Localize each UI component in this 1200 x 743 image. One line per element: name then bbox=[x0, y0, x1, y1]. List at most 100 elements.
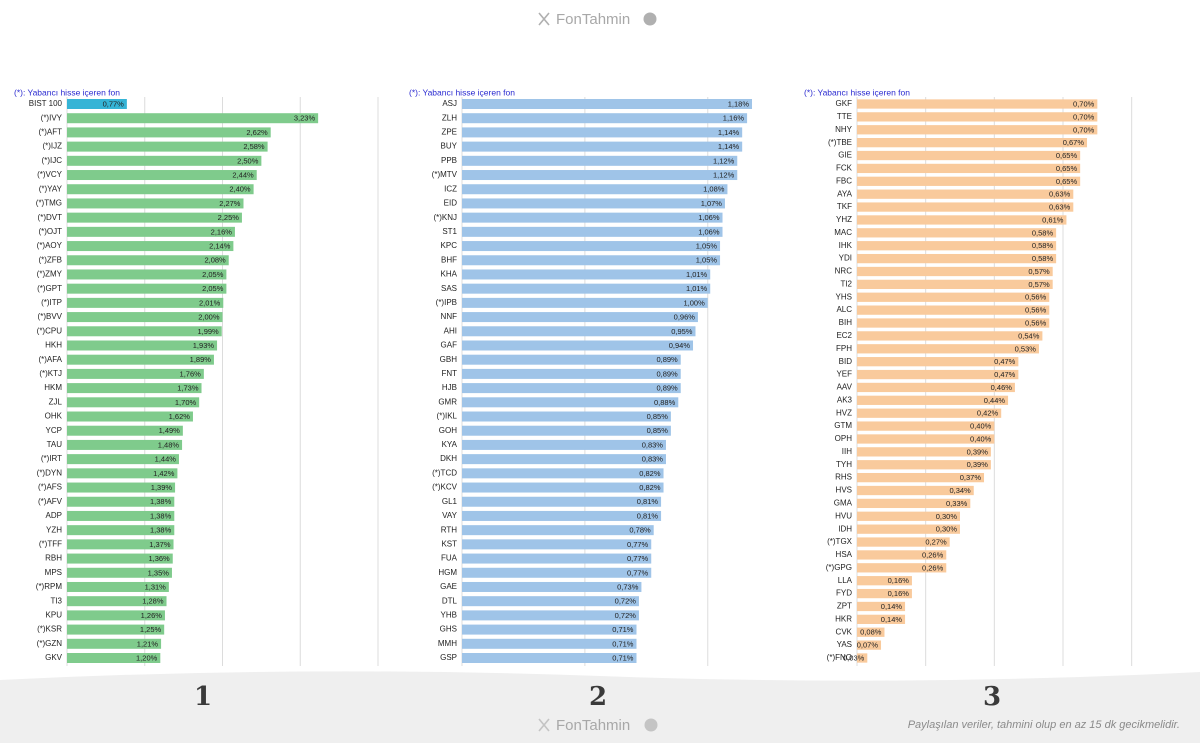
category-label: GKV bbox=[45, 653, 63, 662]
bar bbox=[462, 468, 664, 479]
category-label: (*)KNJ bbox=[433, 213, 457, 222]
bar bbox=[462, 439, 666, 450]
category-label: TI3 bbox=[50, 596, 62, 605]
bar bbox=[857, 563, 947, 573]
value-label: 0,54% bbox=[1018, 331, 1040, 340]
value-label: 0,39% bbox=[967, 460, 989, 469]
value-label: 0,81% bbox=[637, 497, 659, 506]
value-label: 1,05% bbox=[696, 242, 718, 251]
value-label: 0,40% bbox=[970, 422, 992, 431]
category-label: HKR bbox=[835, 614, 852, 623]
category-label: GMR bbox=[438, 397, 457, 406]
bar bbox=[462, 368, 681, 379]
value-label: 0,26% bbox=[922, 550, 944, 559]
value-label: 0,73% bbox=[617, 582, 639, 591]
value-label: 0,70% bbox=[1073, 99, 1095, 108]
value-label: 0,53% bbox=[1015, 344, 1037, 353]
bar bbox=[857, 266, 1053, 277]
value-label: 1,12% bbox=[713, 171, 735, 180]
bar bbox=[857, 202, 1074, 212]
bar bbox=[462, 425, 671, 436]
value-label: 1,14% bbox=[718, 128, 740, 137]
category-label: (*)FNO bbox=[827, 653, 852, 662]
bar bbox=[462, 297, 708, 308]
value-label: 0,77% bbox=[627, 568, 649, 577]
value-label: 0,89% bbox=[656, 355, 678, 364]
value-label: 2,25% bbox=[218, 213, 240, 222]
value-label: 2,08% bbox=[204, 256, 226, 265]
category-label: TI2 bbox=[840, 279, 852, 288]
bar bbox=[67, 212, 242, 223]
bar bbox=[67, 567, 172, 578]
bar bbox=[67, 439, 183, 450]
value-label: 1,25% bbox=[140, 625, 162, 634]
header-logo bbox=[538, 12, 550, 26]
category-label: (*)TGX bbox=[827, 537, 853, 546]
category-label: IDH bbox=[838, 524, 852, 533]
category-label: GKF bbox=[836, 99, 853, 108]
bar bbox=[857, 382, 1015, 393]
bar bbox=[462, 553, 652, 564]
value-label: 0,58% bbox=[1032, 228, 1054, 237]
category-label: ZLH bbox=[442, 113, 457, 122]
category-label: (*)GPT bbox=[37, 284, 62, 293]
value-label: 0,77% bbox=[627, 554, 649, 563]
value-label: 2,27% bbox=[219, 199, 241, 208]
value-label: 0,58% bbox=[1032, 254, 1054, 263]
value-label: 0,34% bbox=[949, 486, 971, 495]
note: (*): Yabancı hisse içeren fon bbox=[409, 87, 515, 97]
bar bbox=[462, 255, 721, 266]
category-label: (*)IJC bbox=[42, 156, 63, 165]
bar bbox=[67, 482, 176, 493]
bar bbox=[462, 610, 639, 621]
bar bbox=[67, 553, 173, 564]
value-label: 0,88% bbox=[654, 398, 676, 407]
bar bbox=[857, 99, 1098, 109]
category-label: (*)YAY bbox=[39, 184, 63, 193]
bar bbox=[857, 498, 971, 509]
bar bbox=[857, 163, 1081, 174]
category-label: FNT bbox=[441, 369, 457, 378]
bar bbox=[857, 421, 995, 431]
value-label: 0,30% bbox=[936, 512, 958, 521]
value-label: 1,93% bbox=[193, 341, 215, 350]
panel-label: 1 bbox=[194, 682, 212, 712]
bar bbox=[857, 357, 1019, 367]
value-label: 1,01% bbox=[686, 284, 708, 293]
category-label: CVK bbox=[836, 627, 853, 636]
category-label: EC2 bbox=[836, 331, 852, 340]
category-label: HJB bbox=[442, 383, 457, 392]
category-label: HVS bbox=[836, 486, 852, 495]
category-label: (*)IPB bbox=[436, 298, 457, 307]
value-label: 1,99% bbox=[197, 327, 219, 336]
bar bbox=[462, 596, 639, 607]
category-label: KST bbox=[441, 539, 457, 548]
bar bbox=[67, 127, 271, 138]
value-label: 0,85% bbox=[647, 426, 669, 435]
value-label: 1,31% bbox=[145, 582, 167, 591]
value-label: 2,58% bbox=[243, 142, 265, 151]
value-label: 0,37% bbox=[960, 473, 982, 482]
value-label: 1,16% bbox=[723, 114, 745, 123]
bar bbox=[857, 318, 1050, 328]
category-label: SAS bbox=[441, 284, 457, 293]
bar bbox=[67, 397, 200, 408]
category-label: OHK bbox=[45, 412, 63, 421]
category-label: YZH bbox=[46, 525, 62, 534]
category-label: AK3 bbox=[837, 395, 853, 404]
bar bbox=[462, 326, 696, 337]
value-label: 1,18% bbox=[728, 99, 750, 108]
value-label: 0,56% bbox=[1025, 306, 1047, 315]
value-label: 0,27% bbox=[925, 538, 947, 547]
value-label: 0,42% bbox=[977, 409, 999, 418]
value-label: 1,48% bbox=[158, 440, 180, 449]
bar bbox=[462, 496, 662, 507]
bar bbox=[462, 525, 654, 536]
category-label: (*)CPU bbox=[37, 326, 63, 335]
bar bbox=[462, 113, 748, 124]
panel-label: 2 bbox=[589, 682, 607, 712]
value-label: 1,12% bbox=[713, 156, 735, 165]
value-label: 0,30% bbox=[936, 525, 958, 534]
category-label: GL1 bbox=[442, 497, 458, 506]
value-label: 1,28% bbox=[142, 597, 164, 606]
